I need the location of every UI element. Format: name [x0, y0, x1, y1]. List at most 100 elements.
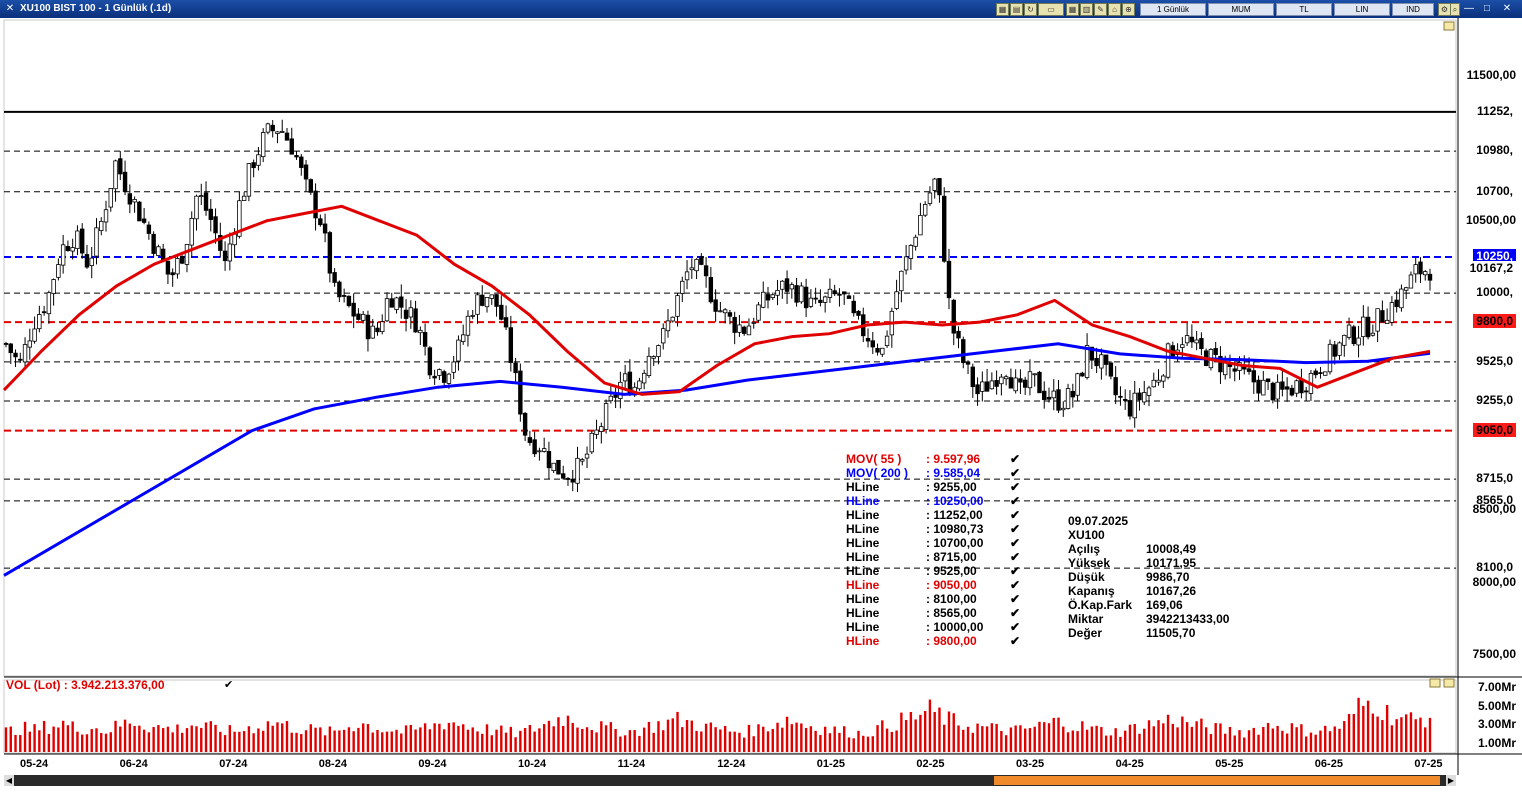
- volume-bar: [1071, 730, 1075, 752]
- period-button[interactable]: 1 Günlük: [1140, 3, 1206, 16]
- zoom-icon[interactable]: ⊕: [1122, 3, 1135, 16]
- close-button[interactable]: ✕: [1502, 3, 1512, 14]
- legend-check-icon[interactable]: ✔: [1010, 522, 1021, 536]
- scroll-thumb[interactable]: [994, 776, 1440, 785]
- candle: [875, 343, 880, 356]
- draw-icon[interactable]: ✎: [1094, 3, 1107, 16]
- volume-bar: [609, 722, 613, 752]
- volume-bar: [966, 726, 970, 752]
- volume-bar: [1343, 721, 1346, 752]
- candle: [746, 318, 752, 336]
- legend-check-icon[interactable]: ✔: [1010, 536, 1021, 550]
- time-scrollbar[interactable]: ◀ ▶: [4, 775, 1456, 786]
- volume-bar: [1324, 725, 1327, 752]
- window-menu-icon[interactable]: ✕: [5, 3, 15, 14]
- grid-icon[interactable]: ▦: [1066, 3, 1079, 16]
- panel-options-icon[interactable]: [1443, 21, 1455, 31]
- volume-options-icon[interactable]: [1429, 678, 1441, 688]
- volume-bar: [1214, 723, 1217, 752]
- legend-check-icon[interactable]: ✔: [1010, 564, 1021, 578]
- volume-bar: [1271, 728, 1275, 752]
- volume-bar: [962, 729, 965, 752]
- candle: [427, 346, 433, 380]
- volume-bar: [904, 720, 908, 752]
- currency-button[interactable]: TL: [1276, 3, 1332, 16]
- legend-check-icon[interactable]: ✔: [1010, 620, 1021, 634]
- legend-check-icon[interactable]: ✔: [1010, 578, 1021, 592]
- volume-bar: [1400, 717, 1403, 752]
- pattern-icon[interactable]: ▭: [1038, 3, 1064, 16]
- volume-bar: [447, 722, 451, 752]
- maximize-button[interactable]: □: [1483, 3, 1491, 14]
- volume-bar: [1295, 727, 1298, 752]
- scroll-left-icon[interactable]: ◀: [4, 775, 14, 786]
- volume-bar: [681, 727, 684, 752]
- volume-bar: [390, 731, 393, 752]
- volume-close-icon[interactable]: [1443, 678, 1455, 688]
- candle: [289, 127, 294, 155]
- candle: [932, 177, 937, 199]
- candle: [761, 281, 766, 309]
- volume-bar: [657, 721, 660, 752]
- scale-button[interactable]: LIN: [1334, 3, 1390, 16]
- candle: [251, 159, 256, 178]
- candle: [551, 462, 556, 473]
- refresh-icon[interactable]: ↻: [1024, 3, 1037, 16]
- volume-bar: [533, 731, 536, 752]
- volume-bar: [590, 730, 593, 752]
- candle: [1070, 383, 1076, 408]
- price-axis-label: 8100,0: [1473, 560, 1516, 575]
- volume-bar: [733, 731, 736, 752]
- color-icon[interactable]: ▤: [1010, 3, 1023, 16]
- legend-check-icon[interactable]: ✔: [1010, 508, 1021, 522]
- legend-check-icon[interactable]: ✔: [1010, 466, 1021, 480]
- price-axis-label: 10980,: [1473, 143, 1516, 158]
- legend-row: HLine: 10000,00 ✔: [846, 620, 1021, 634]
- month-label: 08-24: [318, 758, 347, 770]
- month-label: 04-25: [1115, 758, 1144, 770]
- volume-bar: [1128, 724, 1132, 752]
- volume-bar: [1019, 725, 1022, 752]
- volume-bar: [381, 732, 384, 752]
- volume-bar: [866, 736, 870, 752]
- legend-check-icon[interactable]: ✔: [1010, 592, 1021, 606]
- volume-bar: [1157, 720, 1160, 752]
- volume-bar: [1285, 733, 1289, 752]
- candle: [70, 238, 75, 260]
- search-icon[interactable]: ⌕: [1450, 3, 1460, 16]
- info-row: Yüksek 10171,95: [1068, 556, 1197, 570]
- chart-type-icon[interactable]: ▦: [996, 3, 1009, 16]
- legend-check-icon[interactable]: ✔: [1010, 550, 1021, 564]
- chart-type-button[interactable]: MUM: [1208, 3, 1274, 16]
- price-chart[interactable]: [0, 18, 1522, 775]
- layout-icon[interactable]: ▥: [1080, 3, 1093, 16]
- volume-bar: [152, 727, 155, 752]
- volume-bar: [595, 732, 598, 752]
- candle: [384, 292, 390, 323]
- info-row: Değer 11505,70: [1068, 626, 1196, 640]
- minimize-button[interactable]: —: [1464, 3, 1474, 14]
- candle: [665, 309, 671, 338]
- legend-check-icon[interactable]: ✔: [1010, 452, 1021, 466]
- candle: [1346, 317, 1352, 340]
- volume-bar: [890, 731, 894, 752]
- candle: [1337, 341, 1342, 360]
- legend-check-icon[interactable]: ✔: [1010, 494, 1021, 508]
- scroll-right-icon[interactable]: ▶: [1446, 775, 1456, 786]
- candle: [908, 244, 914, 270]
- volume-label: VOL (Lot) : 3.942.213.376,00: [6, 678, 165, 692]
- legend-check-icon[interactable]: ✔: [1010, 634, 1021, 648]
- info-date: 09.07.2025: [1068, 514, 1129, 528]
- legend-check-icon[interactable]: ✔: [1010, 606, 1021, 620]
- volume-bar: [547, 720, 551, 752]
- volume-bar: [147, 732, 151, 752]
- candle: [775, 279, 780, 306]
- volume-bar: [1138, 733, 1141, 752]
- volume-bar: [466, 729, 470, 752]
- volume-check-icon[interactable]: ✔: [224, 679, 234, 691]
- magnet-icon[interactable]: ⌂: [1108, 3, 1121, 16]
- indicator-button[interactable]: IND: [1392, 3, 1434, 16]
- candle: [856, 310, 861, 320]
- legend-check-icon[interactable]: ✔: [1010, 480, 1021, 494]
- candle: [661, 323, 666, 350]
